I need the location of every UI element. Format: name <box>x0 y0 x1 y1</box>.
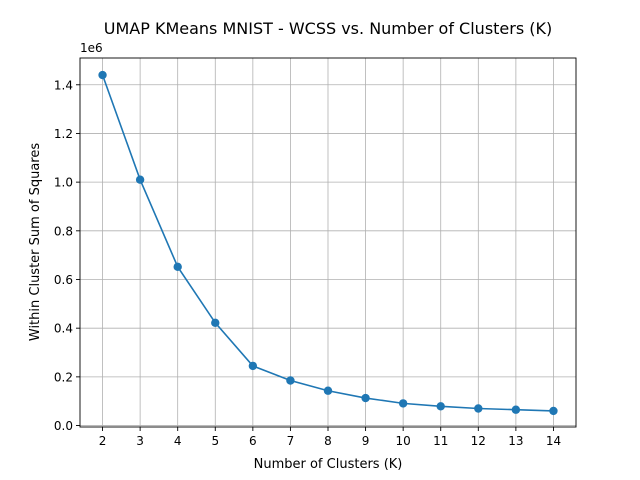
x-axis-label: Number of Clusters (K) <box>254 457 403 472</box>
data-point-k11 <box>436 402 445 411</box>
data-point-k7 <box>286 376 295 385</box>
y-tick-label: 1.4 <box>54 78 73 92</box>
x-tick-label: 5 <box>211 434 219 448</box>
x-tick-label: 10 <box>396 434 411 448</box>
x-tick-label: 4 <box>174 434 182 448</box>
data-point-k12 <box>474 404 483 413</box>
ticks-layer: 2 3 4 5 6 7 8 9 10 11 12 13 14 0.0 0.2 0.4 0.6 0.8 1.0 1.2 1… <box>54 78 561 448</box>
chart-title: UMAP KMeans MNIST - WCSS vs. Number of C… <box>104 19 553 38</box>
y-tick-label: 0.2 <box>54 370 73 384</box>
y-tick-label: 1.2 <box>54 127 73 141</box>
data-point-k14 <box>549 406 558 416</box>
y-tick-label: 0.4 <box>54 322 73 336</box>
data-point-k6 <box>248 361 258 371</box>
x-tick-label: 2 <box>99 434 107 448</box>
y-axis-label: Within Cluster Sum of Squares <box>28 143 43 341</box>
x-tick-label: 9 <box>362 434 370 448</box>
data-point-k5 <box>211 318 220 328</box>
x-tick-label: 12 <box>471 434 486 448</box>
y-tick-label: 0.6 <box>54 273 73 287</box>
x-tick-label: 8 <box>324 434 332 448</box>
x-tick-label: 11 <box>433 434 448 448</box>
x-tick-label: 3 <box>136 434 144 448</box>
x-tick-label: 13 <box>508 434 523 448</box>
y-tick-label: 1.0 <box>54 176 73 190</box>
series-layer <box>98 70 558 416</box>
data-point-k3 <box>135 175 145 184</box>
data-point-k13 <box>511 405 521 414</box>
x-tick-label: 6 <box>249 434 257 448</box>
x-tick-label: 14 <box>546 434 561 448</box>
data-point-k8 <box>323 386 333 395</box>
data-point-k2 <box>98 70 107 80</box>
data-point-k10 <box>398 399 408 408</box>
data-point-k4 <box>173 262 182 272</box>
y-tick-label: 0.0 <box>54 419 73 433</box>
y-offset-label: 1e6 <box>80 41 103 55</box>
y-tick-label: 0.8 <box>54 224 73 238</box>
x-tick-label: 7 <box>287 434 295 448</box>
grid-layer <box>80 58 576 427</box>
data-point-k9 <box>361 393 370 403</box>
